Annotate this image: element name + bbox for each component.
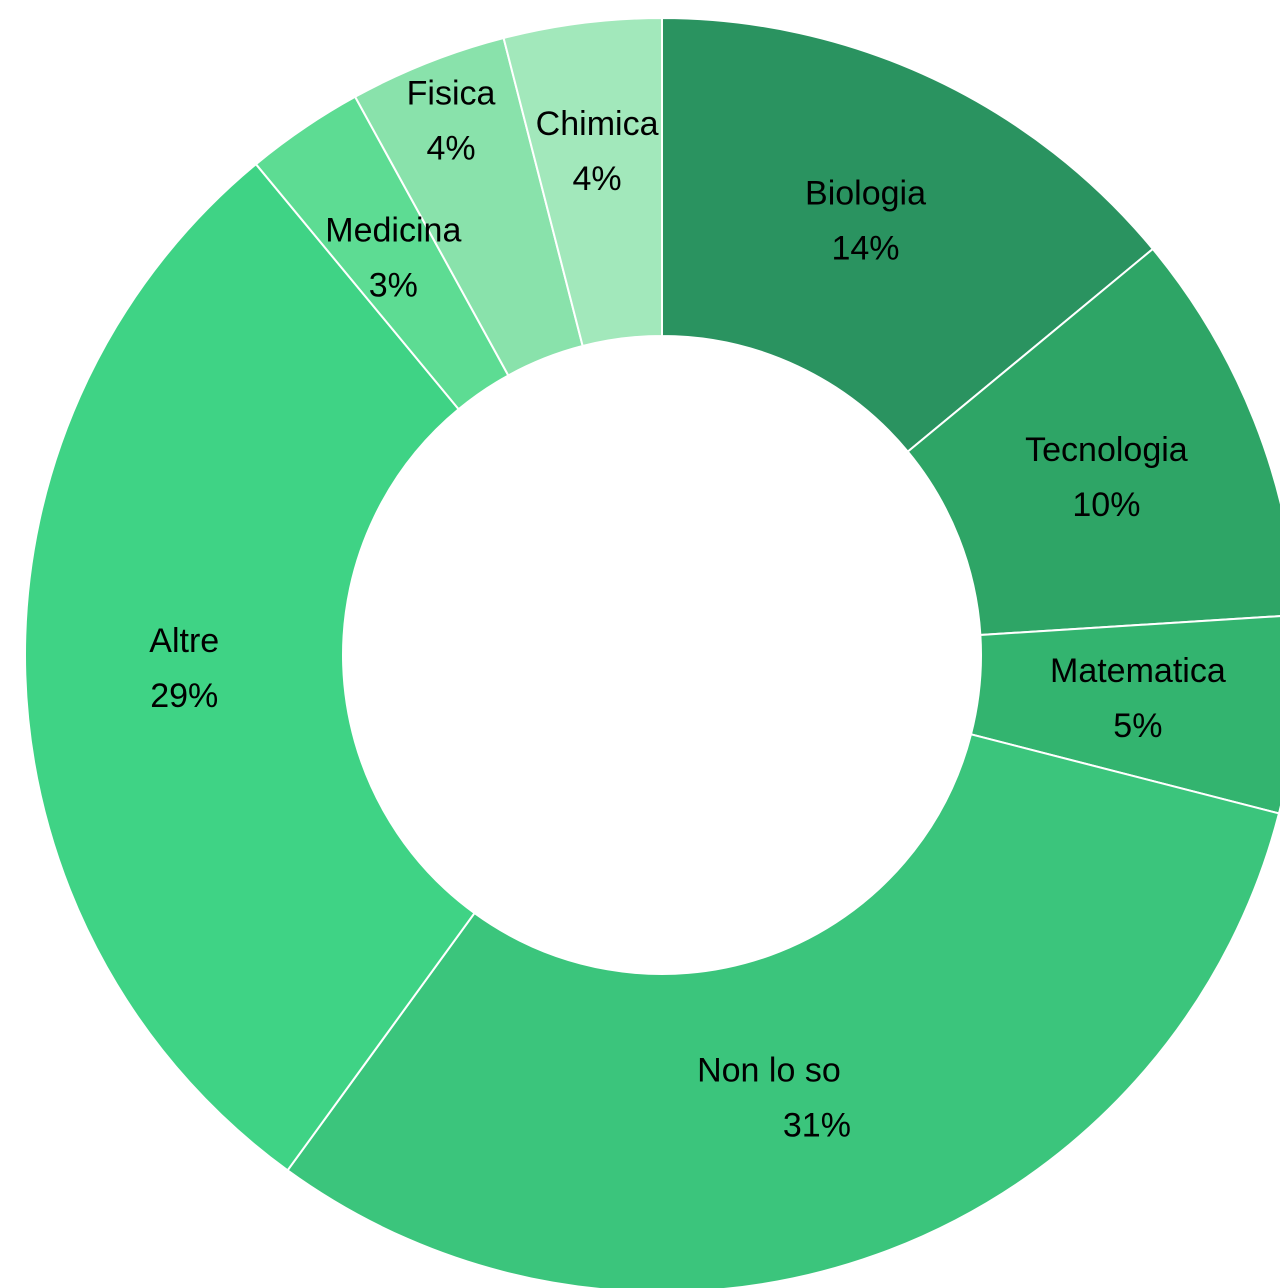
slice-label: Matematica <box>1050 652 1226 690</box>
slice-value-label: 10% <box>1072 486 1140 524</box>
slice-label: Chimica <box>536 105 659 143</box>
slice-value-label: 3% <box>369 267 418 305</box>
slice-value-label: 5% <box>1113 707 1162 745</box>
slice-label: Altre <box>149 622 219 660</box>
slice-label: Non lo so <box>697 1052 841 1090</box>
slice-label: Medicina <box>325 212 461 250</box>
slice-label: Biologia <box>805 174 926 212</box>
slice-label: Tecnologia <box>1025 431 1188 469</box>
slice <box>286 733 1280 1288</box>
slice-value-label: 4% <box>426 130 475 168</box>
slice-value-label: 31% <box>783 1107 851 1145</box>
slice <box>906 247 1280 637</box>
slices <box>24 16 1280 1288</box>
slice <box>24 162 476 1172</box>
slice <box>661 16 1155 454</box>
slice <box>502 16 663 348</box>
slice-value-label: 29% <box>150 677 218 715</box>
slice-value-label: 4% <box>573 160 622 198</box>
labels: Biologia 14% Tecnologia 10% Matematica 5% Non … <box>149 75 1226 1145</box>
slice-value-label: 14% <box>831 229 899 267</box>
slice-label: Fisica <box>407 75 496 113</box>
